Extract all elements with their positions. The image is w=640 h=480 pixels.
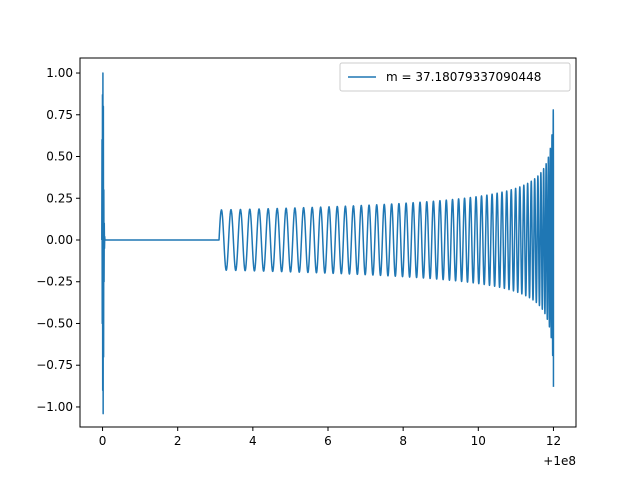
y-tick-label: 0.00 xyxy=(46,233,73,247)
x-tick-label: 0 xyxy=(99,434,107,448)
y-tick-label: −0.50 xyxy=(36,316,73,330)
legend: m = 37.18079337090448 xyxy=(339,62,571,92)
y-tick-label: 0.25 xyxy=(46,191,73,205)
x-offset-label: +1e8 xyxy=(543,454,576,468)
x-tick-label: 6 xyxy=(324,434,332,448)
y-tick-label: −0.25 xyxy=(36,275,73,289)
y-axis: −1.00 −0.75 −0.50 −0.25 0.00 0.25 0.50 0.75 1.00 xyxy=(36,66,80,414)
x-tick-label: 2 xyxy=(174,434,182,448)
y-tick-label: 0.50 xyxy=(46,150,73,164)
plot-area xyxy=(101,72,555,415)
x-tick-label: 12 xyxy=(546,434,561,448)
x-tick-label: 8 xyxy=(399,434,407,448)
y-tick-label: −0.75 xyxy=(36,358,73,372)
y-tick-label: −1.00 xyxy=(36,400,73,414)
x-tick-label: 10 xyxy=(471,434,486,448)
y-tick-label: 1.00 xyxy=(46,66,73,80)
y-tick-label: 0.75 xyxy=(46,108,73,122)
series-line xyxy=(101,72,555,415)
x-tick-label: 4 xyxy=(249,434,257,448)
legend-label: m = 37.18079337090448 xyxy=(386,70,541,84)
legend-box xyxy=(339,62,571,92)
x-axis: 0 2 4 6 8 10 12 xyxy=(99,427,561,448)
